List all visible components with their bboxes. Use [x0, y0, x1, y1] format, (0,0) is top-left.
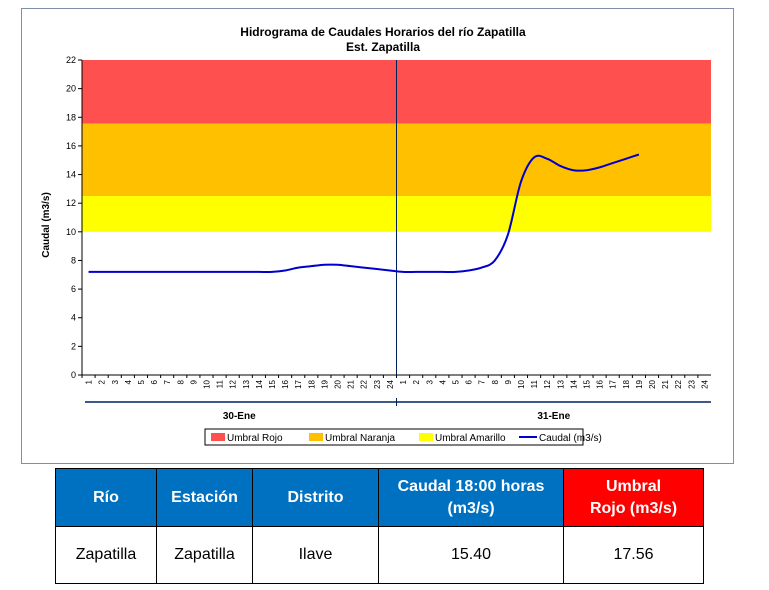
x-tick-label: 24 [700, 379, 709, 388]
x-tick-label: 22 [674, 379, 683, 388]
x-tick-label: 16 [596, 379, 605, 388]
x-tick-label: 1 [399, 379, 408, 384]
x-tick-label: 12 [543, 379, 552, 388]
header-caudal: Caudal 18:00 horas (m3/s) [378, 468, 564, 527]
x-tick-label: 17 [609, 379, 618, 388]
x-tick-label: 21 [661, 379, 670, 388]
x-tick-label: 19 [635, 379, 644, 388]
x-tick-label: 9 [189, 379, 198, 384]
series-layer [88, 153, 640, 274]
y-tick-label: 2 [71, 341, 76, 351]
x-tick-label: 5 [137, 379, 146, 384]
legend: Umbral Rojo Umbral Naranja Umbral Amarillo… [204, 428, 602, 446]
header-distrito: Distrito [252, 468, 379, 527]
x-tick-label: 10 [517, 379, 526, 388]
x-tick-label: 20 [648, 379, 657, 388]
x-tick-label: 10 [202, 379, 211, 388]
cell-rio: Zapatilla [55, 526, 157, 584]
x-tick-label: 21 [347, 379, 356, 388]
y-tick-label: 0 [71, 370, 76, 380]
y-tick-label: 18 [66, 112, 76, 122]
legend-box [204, 428, 584, 446]
x-tick-label: 23 [373, 379, 382, 388]
y-tick-label: 14 [66, 170, 76, 180]
x-tick-label: 18 [622, 379, 631, 388]
y-tick-label: 4 [71, 313, 76, 323]
y-tick-label: 16 [66, 141, 76, 151]
x-tick-label: 18 [307, 379, 316, 388]
x-tick-label: 3 [111, 379, 120, 384]
x-tick-label: 7 [163, 379, 172, 384]
x-tick-label: 15 [268, 379, 277, 388]
x-tick-label: 19 [320, 379, 329, 388]
x-tick-label: 8 [176, 379, 185, 384]
legend-label: Umbral Naranja [325, 433, 395, 444]
x-tick-label: 4 [124, 379, 133, 384]
x-tick-label: 8 [491, 379, 500, 384]
y-tick-label: 22 [66, 55, 76, 65]
chart-title: Hidrograma de Caudales Horarios del río … [240, 25, 526, 39]
x-tick-label: 1 [85, 379, 94, 384]
x-tick-label: 13 [242, 379, 251, 388]
y-tick-label: 12 [66, 198, 76, 208]
y-tick-label: 10 [66, 227, 76, 237]
legend-swatch-1 [309, 433, 323, 441]
table-header-row: Río Estación Distrito Caudal 18:00 horas… [55, 468, 704, 527]
x-tick-label: 2 [412, 379, 421, 384]
legend-label: Umbral Rojo [227, 433, 283, 444]
cell-caudal: 15.40 [378, 526, 564, 584]
x-tick-label: 14 [569, 379, 578, 388]
table-row: Zapatilla Zapatilla Ilave 15.40 17.56 [55, 526, 704, 584]
x-tick-label: 24 [386, 379, 395, 388]
header-umbral-rojo: Umbral Rojo (m3/s) [563, 468, 704, 527]
x-tick-label: 5 [451, 379, 460, 384]
legend-label: Caudal (m3/s) [539, 433, 602, 444]
header-rio: Río [55, 468, 157, 527]
x-tick-label: 3 [425, 379, 434, 384]
x-tick-label: 9 [504, 379, 513, 384]
x-tick-label: 16 [281, 379, 290, 388]
y-tick-label: 6 [71, 284, 76, 294]
day-label: 30-Ene [223, 411, 256, 422]
day-label: 31-Ene [537, 411, 570, 422]
cell-estacion: Zapatilla [156, 526, 253, 584]
legend-label: Umbral Amarillo [435, 433, 506, 444]
flow-table: Río Estación Distrito Caudal 18:00 horas… [55, 468, 704, 584]
x-tick-label: 23 [687, 379, 696, 388]
x-tick-label: 14 [255, 379, 264, 388]
x-tick-label: 6 [150, 379, 159, 384]
x-tick-label: 6 [465, 379, 474, 384]
x-tick-label: 20 [334, 379, 343, 388]
chart-subtitle: Est. Zapatilla [346, 40, 420, 54]
header-estacion: Estación [156, 468, 253, 527]
cell-umbral-rojo: 17.56 [563, 526, 704, 584]
x-tick-label: 17 [294, 379, 303, 388]
chart-frame: Hidrograma de Caudales Horarios del río … [21, 8, 734, 464]
y-tick-label: 8 [71, 255, 76, 265]
legend-swatch-0 [211, 433, 225, 441]
hydrograph-chart: Hidrograma de Caudales Horarios del río … [41, 25, 711, 446]
x-tick-label: 11 [530, 379, 539, 388]
legend-swatch-2 [419, 433, 433, 441]
x-tick-label: 2 [98, 379, 107, 384]
x-tick-label: 22 [360, 379, 369, 388]
x-tick-label: 13 [556, 379, 565, 388]
x-tick-label: 12 [229, 379, 238, 388]
x-tick-label: 7 [478, 379, 487, 384]
y-tick-label: 20 [66, 84, 76, 94]
y-axis-label: Caudal (m3/s) [41, 192, 52, 258]
x-tick-label: 11 [216, 379, 225, 388]
cell-distrito: Ilave [252, 526, 379, 584]
x-tick-label: 4 [438, 379, 447, 384]
x-tick-label: 15 [583, 379, 592, 388]
